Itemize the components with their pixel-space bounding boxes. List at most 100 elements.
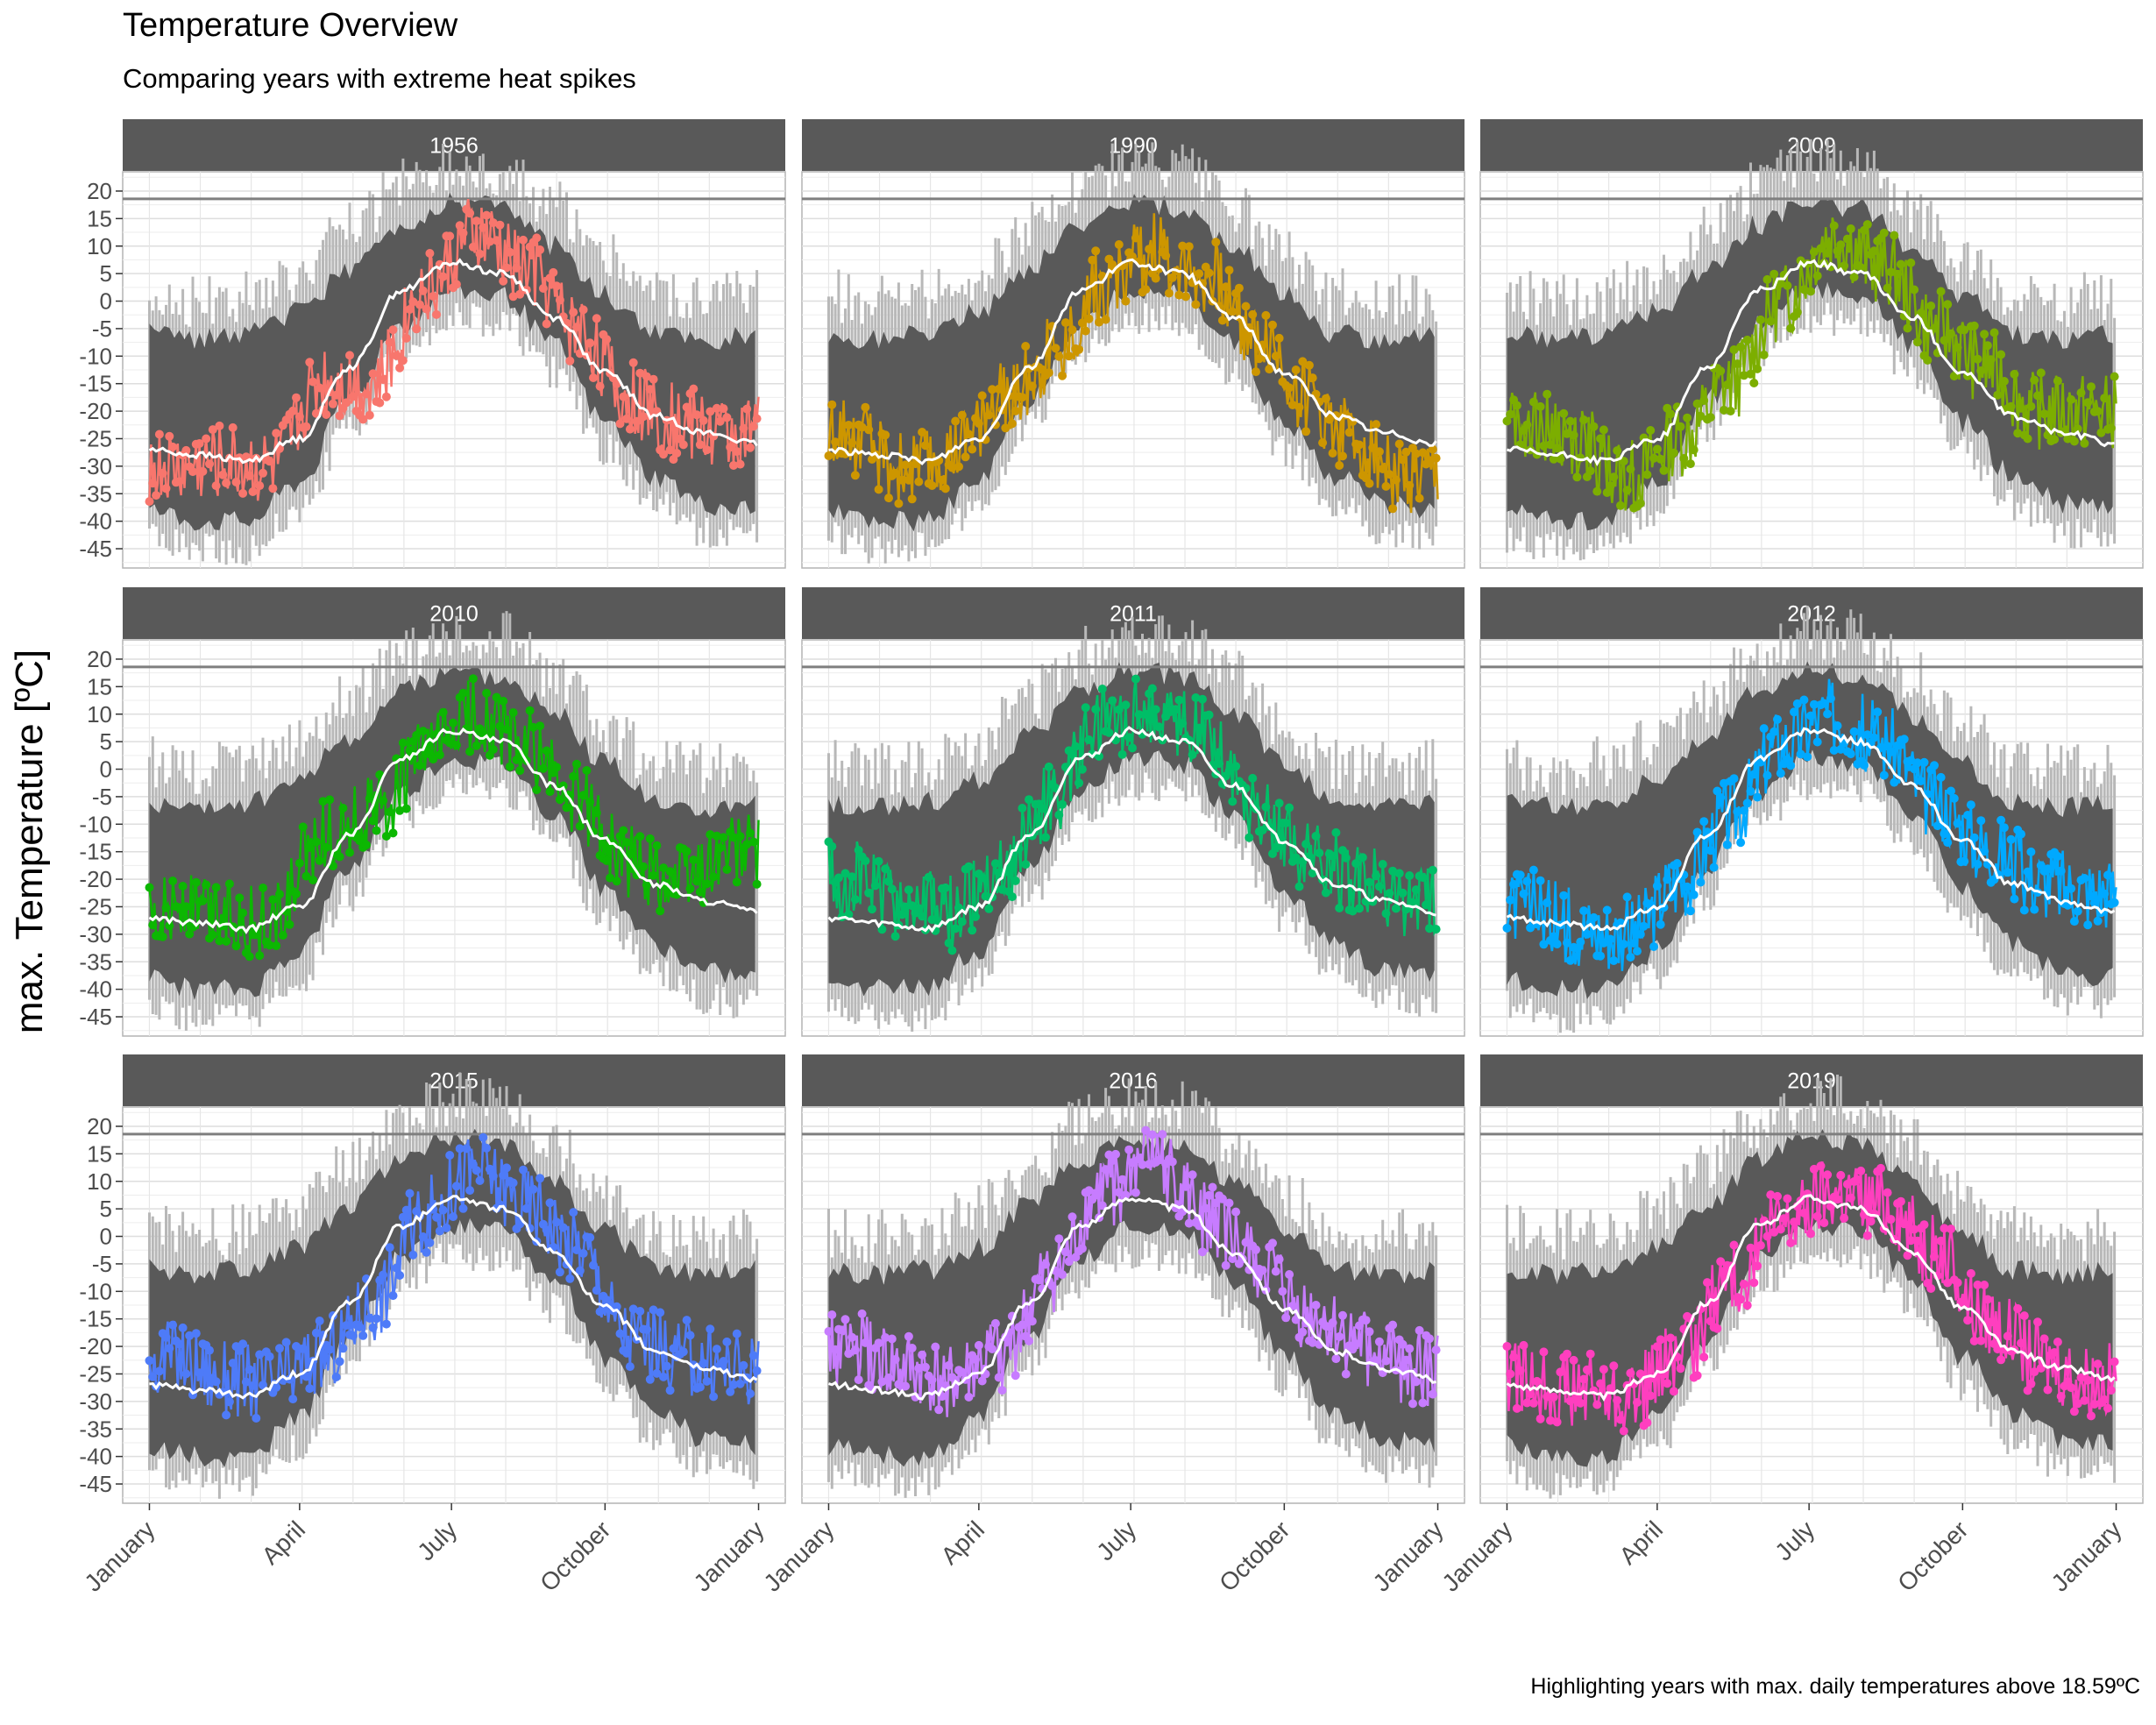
data-point-2011 — [833, 873, 843, 883]
data-point-2012 — [1706, 846, 1715, 855]
data-point-2015 — [642, 1324, 651, 1334]
data-point-1990 — [1265, 365, 1274, 374]
y-tick-label: -5 — [92, 784, 112, 810]
data-point-2009 — [2110, 372, 2119, 381]
y-tick-label: -25 — [79, 893, 112, 919]
data-point-2015 — [305, 1384, 315, 1394]
data-point-2012 — [1543, 898, 1552, 907]
data-point-2009 — [2076, 388, 2086, 398]
data-point-2010 — [709, 872, 719, 882]
data-point-1990 — [1211, 238, 1221, 247]
data-point-2011 — [1331, 827, 1341, 837]
data-point-2009 — [1649, 453, 1658, 463]
data-point-2009 — [1512, 401, 1521, 410]
data-point-1956 — [202, 434, 211, 444]
data-point-2009 — [2069, 437, 2079, 446]
data-point-1990 — [994, 384, 1004, 394]
data-point-2010 — [512, 755, 521, 764]
data-point-2012 — [1639, 921, 1649, 931]
data-point-2019 — [1666, 1333, 1676, 1343]
data-point-2016 — [1338, 1310, 1347, 1320]
data-point-2010 — [301, 871, 311, 881]
data-point-2010 — [656, 906, 665, 916]
data-point-1956 — [211, 481, 221, 491]
data-point-1956 — [292, 393, 301, 402]
data-point-2012 — [1906, 756, 1916, 765]
data-point-2011 — [1355, 904, 1364, 913]
data-point-2016 — [1054, 1234, 1064, 1244]
data-point-1956 — [665, 445, 675, 455]
data-point-2010 — [328, 862, 337, 870]
data-point-2015 — [388, 1291, 398, 1301]
data-point-1990 — [1365, 479, 1374, 488]
data-point-2015 — [722, 1337, 732, 1346]
data-point-2009 — [1596, 434, 1606, 444]
data-point-2016 — [1217, 1194, 1227, 1203]
data-point-2010 — [742, 840, 752, 849]
data-point-2009 — [1746, 369, 1755, 379]
data-point-2011 — [1258, 826, 1267, 835]
data-point-1956 — [154, 429, 164, 439]
data-point-2019 — [1769, 1227, 1779, 1237]
data-point-2011 — [1174, 695, 1184, 705]
data-point-1956 — [238, 488, 248, 498]
data-point-2012 — [1515, 870, 1525, 880]
data-point-2015 — [365, 1314, 374, 1323]
data-point-1990 — [827, 400, 837, 409]
data-point-2015 — [519, 1165, 528, 1175]
data-point-1990 — [1058, 371, 1067, 380]
data-point-1956 — [248, 487, 258, 496]
data-point-2019 — [1506, 1369, 1515, 1379]
data-point-1956 — [572, 323, 581, 332]
data-point-2009 — [1602, 488, 1612, 497]
data-point-1990 — [1011, 406, 1020, 415]
data-point-2016 — [1374, 1337, 1384, 1346]
data-point-2019 — [1976, 1336, 1986, 1345]
y-tick-label: -15 — [79, 1306, 112, 1332]
data-point-2010 — [525, 706, 535, 715]
data-point-2016 — [907, 1344, 917, 1352]
data-point-2016 — [1252, 1245, 1260, 1254]
data-point-2019 — [1966, 1268, 1975, 1278]
data-point-2016 — [857, 1309, 867, 1318]
data-point-2011 — [1388, 866, 1398, 876]
data-point-2012 — [1960, 856, 1969, 866]
data-point-1990 — [1388, 504, 1398, 514]
data-point-2010 — [695, 887, 705, 897]
y-tick-label: -15 — [79, 371, 112, 397]
data-point-2019 — [1762, 1232, 1772, 1241]
data-point-2011 — [1124, 733, 1134, 742]
data-point-2019 — [2017, 1338, 2025, 1348]
data-point-2012 — [1663, 875, 1672, 884]
data-point-2011 — [1054, 810, 1064, 820]
data-point-2015 — [545, 1198, 555, 1208]
data-point-2019 — [1819, 1218, 1829, 1228]
data-point-2015 — [191, 1329, 201, 1338]
data-point-2011 — [1021, 860, 1031, 870]
data-point-1956 — [348, 392, 358, 401]
data-point-2009 — [1869, 246, 1879, 256]
data-point-2010 — [649, 870, 658, 880]
data-point-2012 — [1626, 953, 1635, 962]
data-point-2015 — [311, 1328, 321, 1338]
data-point-2010 — [224, 879, 234, 889]
data-point-2015 — [335, 1357, 344, 1367]
data-point-1990 — [844, 421, 854, 429]
data-point-2019 — [1910, 1225, 1919, 1234]
data-point-1990 — [1248, 309, 1258, 319]
data-point-1990 — [1091, 246, 1101, 256]
data-point-2011 — [1315, 848, 1324, 858]
data-point-2012 — [1552, 940, 1562, 948]
data-point-2019 — [1980, 1281, 1989, 1289]
y-tick-label: -45 — [79, 536, 112, 562]
data-point-1990 — [1398, 455, 1408, 465]
data-point-2009 — [1999, 377, 2009, 386]
data-point-2011 — [1271, 842, 1280, 852]
data-point-2010 — [202, 880, 211, 890]
data-point-2019 — [2076, 1373, 2086, 1382]
y-tick-label: -20 — [79, 398, 112, 424]
data-point-2016 — [1271, 1267, 1280, 1276]
data-point-1956 — [395, 363, 405, 373]
data-point-2009 — [1836, 240, 1846, 250]
data-point-2012 — [2093, 916, 2103, 926]
